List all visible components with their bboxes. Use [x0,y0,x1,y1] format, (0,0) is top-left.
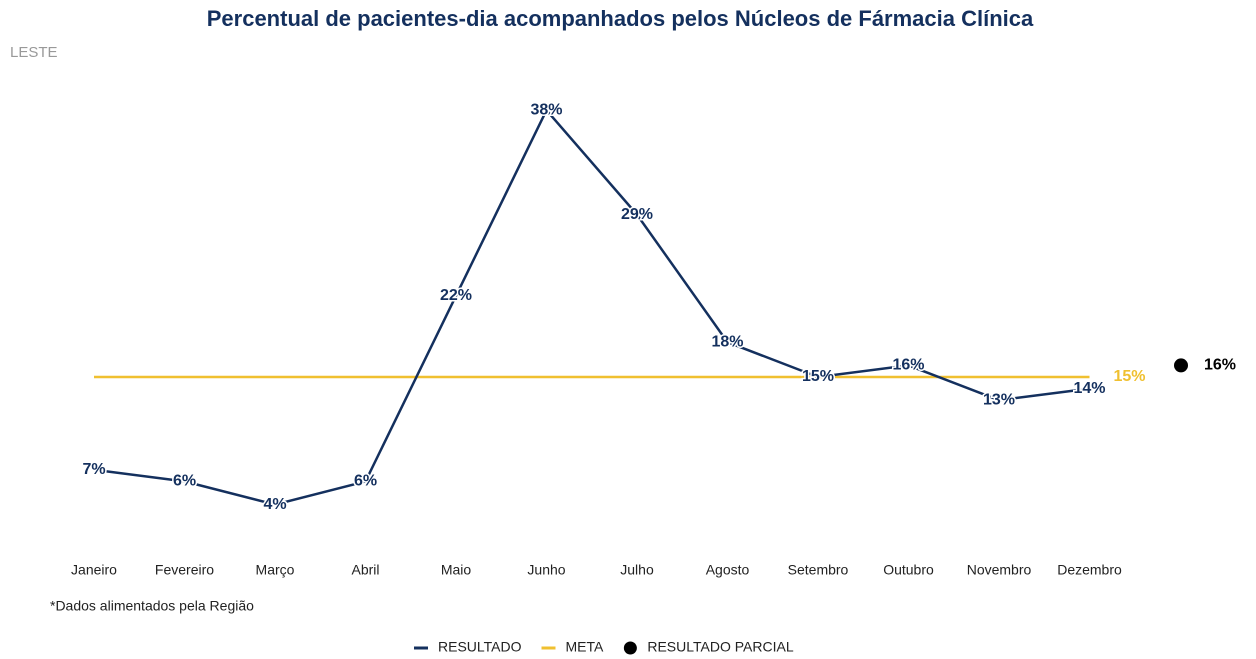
x-tick-label: Junho [527,562,565,578]
value-label: 38% [530,101,562,118]
x-tick-label: Setembro [788,562,849,578]
value-label: 14% [1073,380,1105,397]
legend-label: META [566,639,605,655]
legend-dot [623,641,637,655]
note: *Dados alimentados pela Região [50,598,254,614]
meta-label: 15% [1114,368,1146,385]
x-tick-label: Outubro [883,562,934,578]
legend-label: RESULTADO PARCIAL [647,639,793,655]
x-tick-label: Maio [441,562,472,578]
legend-label: RESULTADO [438,639,522,655]
value-label: 7% [82,461,105,478]
value-label: 13% [983,391,1015,408]
x-tick-label: Novembro [967,562,1032,578]
x-tick-label: Abril [351,562,379,578]
value-label: 29% [621,206,653,223]
x-tick-label: Março [256,562,295,578]
line [93,107,1090,506]
value-label: 15% [802,368,834,385]
value-label: 18% [711,333,743,350]
value-label: 4% [263,496,286,513]
value-label: 6% [354,473,377,490]
value-label: 16% [892,357,924,374]
x-tick-label: Dezembro [1057,562,1122,578]
x-tick-label: Fevereiro [155,562,214,578]
chart-subtitle: LESTE [10,44,58,61]
x-tick-label: Julho [620,562,654,578]
value-label: 6% [173,473,196,490]
partial-label: 16% [1204,357,1236,374]
x-tick-label: Janeiro [71,562,117,578]
partial-dot [1174,358,1188,373]
x-tick-label: Agosto [706,562,750,578]
chart-title: Percentual de pacientes-dia acompanhados… [207,6,1034,31]
value-label: 22% [440,287,472,304]
